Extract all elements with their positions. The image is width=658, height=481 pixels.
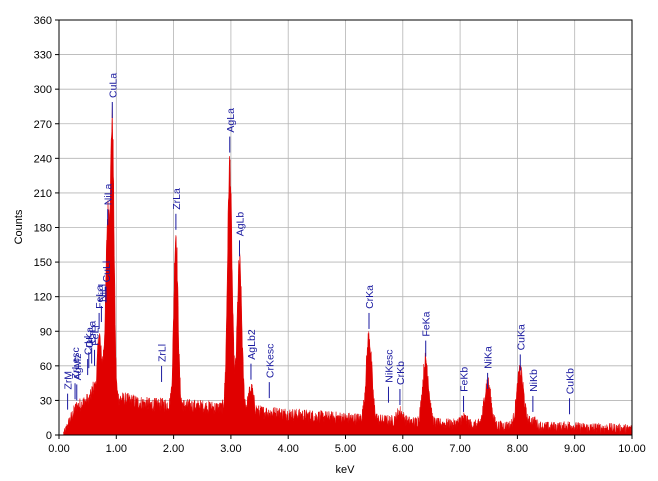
y-axis-title: Counts — [13, 209, 25, 244]
x-tick-label: 10.00 — [618, 443, 646, 455]
peak-label: ZrM — [63, 371, 75, 390]
x-tick-label: 8.00 — [507, 443, 528, 455]
peak-label: ZrLesc — [70, 347, 82, 379]
y-tick-label: 210 — [34, 188, 52, 200]
peak-label: CrKb — [395, 361, 407, 385]
peak-label: FeKa — [421, 311, 433, 336]
x-tick-label: 7.00 — [449, 443, 470, 455]
peak-label: AgMz — [72, 354, 84, 381]
peak-label: OKa — [84, 327, 96, 348]
peak-label: ZrLl — [157, 344, 169, 362]
peak-label: FeLa — [94, 285, 106, 309]
peak-label: NiLa — [103, 183, 115, 205]
y-tick-label: 270 — [34, 119, 52, 131]
y-tick-label: 300 — [34, 84, 52, 96]
y-tick-label: 0 — [46, 430, 52, 442]
peak-label: FeKb — [459, 367, 471, 392]
x-tick-label: 6.00 — [392, 443, 413, 455]
y-tick-label: 30 — [40, 395, 52, 407]
peak-label: CuKa — [515, 324, 527, 350]
x-tick-label: 0.00 — [48, 443, 69, 455]
y-tick-label: 90 — [40, 326, 52, 338]
y-tick-label: 360 — [34, 15, 52, 27]
x-tick-label: 5.00 — [335, 443, 356, 455]
peak-label: NiLl — [96, 284, 108, 302]
peak-label: CrKesc — [264, 344, 276, 378]
peak-label: AgLb — [235, 212, 247, 237]
peak-label: FeLl — [90, 325, 102, 345]
peak-label: NiKesc — [384, 349, 396, 382]
y-tick-label: 120 — [34, 292, 52, 304]
y-tick-label: 180 — [34, 223, 52, 235]
spectrum-area — [63, 103, 633, 436]
peak-label: CuLl — [101, 261, 113, 283]
x-tick-label: 3.00 — [220, 443, 241, 455]
y-axis-ticks: 0 30 60 90 120 150 180 210 240 270 300 330 360 — [34, 15, 59, 442]
y-tick-label: 330 — [34, 50, 52, 62]
peak-label: CrLa — [87, 321, 99, 344]
peak-label: CrKa — [364, 285, 376, 309]
peak-label: AgLa — [225, 108, 237, 133]
y-tick-label: 150 — [34, 257, 52, 269]
peak-label: ZrLa — [171, 188, 183, 210]
x-tick-label: 1.00 — [106, 443, 127, 455]
peak-label: AgLb2 — [246, 329, 258, 360]
peak-label: NiKb — [528, 369, 540, 392]
peak-label: CuLa — [107, 73, 119, 98]
x-tick-label: 2.00 — [163, 443, 184, 455]
peak-label: NiKa — [483, 346, 495, 369]
peak-labels: ZrMZrLescAgMzOKaCrLlCrLaFeLlCuLlFeLaNiLl… — [63, 73, 577, 415]
x-axis-ticks: 0.00 1.00 2.00 3.00 4.00 5.00 6.00 7.00 8.00 9.00… — [48, 435, 646, 455]
y-tick-label: 60 — [40, 361, 52, 373]
x-tick-label: 9.00 — [564, 443, 585, 455]
y-tick-label: 240 — [34, 153, 52, 165]
x-tick-label: 4.00 — [277, 443, 298, 455]
x-axis-title: keV — [336, 464, 356, 476]
peak-label: CuKb — [565, 368, 577, 394]
